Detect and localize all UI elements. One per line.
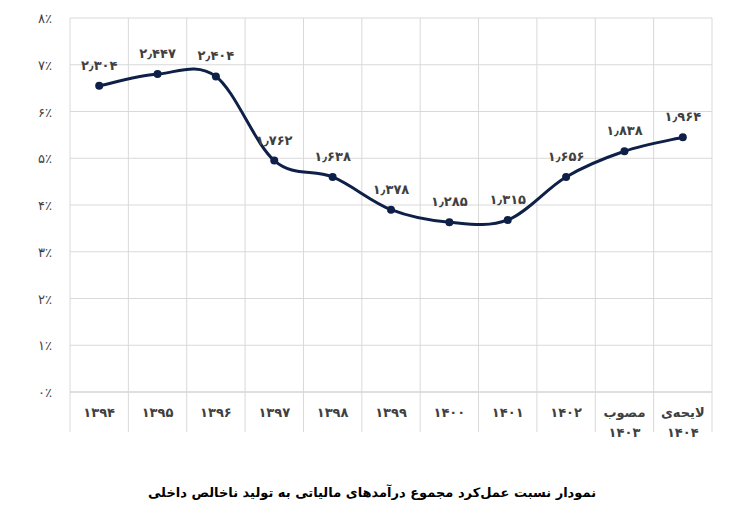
- x-tick-label: ۱۳۹۹: [375, 405, 407, 420]
- marker: [270, 157, 278, 165]
- grid-line: [70, 18, 712, 19]
- x-tick-label: ۱۴۰۰: [433, 405, 465, 420]
- annotation: ۱٫۷۶۲: [256, 133, 293, 148]
- grid-line: [70, 158, 712, 159]
- annotation: ۲٫۴۴۷: [139, 46, 176, 61]
- grid-line: [70, 205, 712, 206]
- grid-line-vertical: [653, 18, 654, 432]
- grid-line-vertical: [712, 18, 713, 432]
- y-tick-label: ۸٪: [38, 11, 52, 26]
- grid-line-vertical: [303, 18, 304, 432]
- chart-container: ۰٪ ۱٪ ۲٪ ۳٪ ۴٪ ۵٪ ۶٪ ۷٪ ۸٪ ۱۳۹۴ ۱۳۹۵ ۱۳۹۶ ۱۳۹۷ ۱۳۹۸ ۱۳…: [0, 0, 744, 515]
- x-tick-label: لایحه‌ی۱۴۰۴: [661, 405, 705, 440]
- marker: [620, 147, 628, 155]
- grid-line: [70, 111, 712, 112]
- annotation: ۱٫۶۵۶: [548, 149, 585, 164]
- y-tick-label: ۰٪: [38, 385, 52, 400]
- grid-line-vertical: [245, 18, 246, 432]
- marker: [504, 216, 512, 224]
- chart: ۰٪ ۱٪ ۲٪ ۳٪ ۴٪ ۵٪ ۶٪ ۷٪ ۸٪ ۱۳۹۴ ۱۳۹۵ ۱۳۹۶ ۱۳۹۷ ۱۳۹۸ ۱۳…: [0, 0, 744, 515]
- annotation: ۱٫۶۳۸: [314, 149, 351, 164]
- marker: [212, 72, 220, 80]
- grid-line: [70, 251, 712, 252]
- annotation: ۱٫۸۳۸: [606, 123, 643, 138]
- x-tick-label: ۱۳۹۴: [83, 405, 115, 420]
- annotation: ۱٫۹۶۴: [665, 109, 702, 124]
- x-tick-label: ۱۳۹۸: [317, 405, 349, 420]
- annotation: ۱٫۳۱۵: [489, 192, 526, 207]
- grid-line-vertical: [361, 18, 362, 432]
- x-tick-label: ۱۳۹۵: [142, 405, 174, 420]
- marker: [387, 206, 395, 214]
- annotation: ۱٫۳۷۸: [373, 182, 410, 197]
- marker: [445, 218, 453, 226]
- grid-line: [70, 345, 712, 346]
- line: [99, 69, 683, 225]
- y-tick-label: ۳٪: [38, 245, 52, 260]
- marker: [154, 70, 162, 78]
- x-tick-label: ۱۳۹۷: [258, 405, 290, 420]
- grid-line: [70, 64, 712, 65]
- y-tick-label: ۷٪: [38, 58, 52, 73]
- grid-line: [70, 298, 712, 299]
- x-tick-label: مصوب۱۴۰۳: [603, 405, 645, 440]
- marker: [679, 133, 687, 141]
- plot-area: [95, 69, 687, 226]
- x-tick-label: ۱۳۹۶: [200, 405, 232, 420]
- y-tick-label: ۶٪: [38, 105, 52, 120]
- grid-line: [70, 392, 712, 393]
- grid-line-vertical: [536, 18, 537, 432]
- grid-line-vertical: [420, 18, 421, 432]
- y-tick-label: ۱٪: [38, 338, 52, 353]
- marker: [562, 173, 570, 181]
- grid-line-vertical: [186, 18, 187, 432]
- title: نمودار نسبت عمل‌کرد مجموع درآمدهای مالیا…: [148, 484, 596, 500]
- annotation: ۲٫۳۰۴: [81, 58, 118, 73]
- y-tick-label: ۵٪: [38, 151, 52, 166]
- y-tick-label: ۲٪: [38, 292, 52, 307]
- marker: [95, 82, 103, 90]
- grid-line-vertical: [595, 18, 596, 432]
- x-tick-label: ۱۴۰۲: [550, 405, 582, 420]
- grid-line-vertical: [70, 18, 71, 432]
- annotation: ۱٫۲۸۵: [431, 194, 468, 209]
- annotation: ۲٫۴۰۴: [198, 48, 235, 63]
- y-tick-label: ۴٪: [38, 198, 52, 213]
- x-tick-label: ۱۴۰۱: [492, 405, 524, 420]
- marker: [329, 173, 337, 181]
